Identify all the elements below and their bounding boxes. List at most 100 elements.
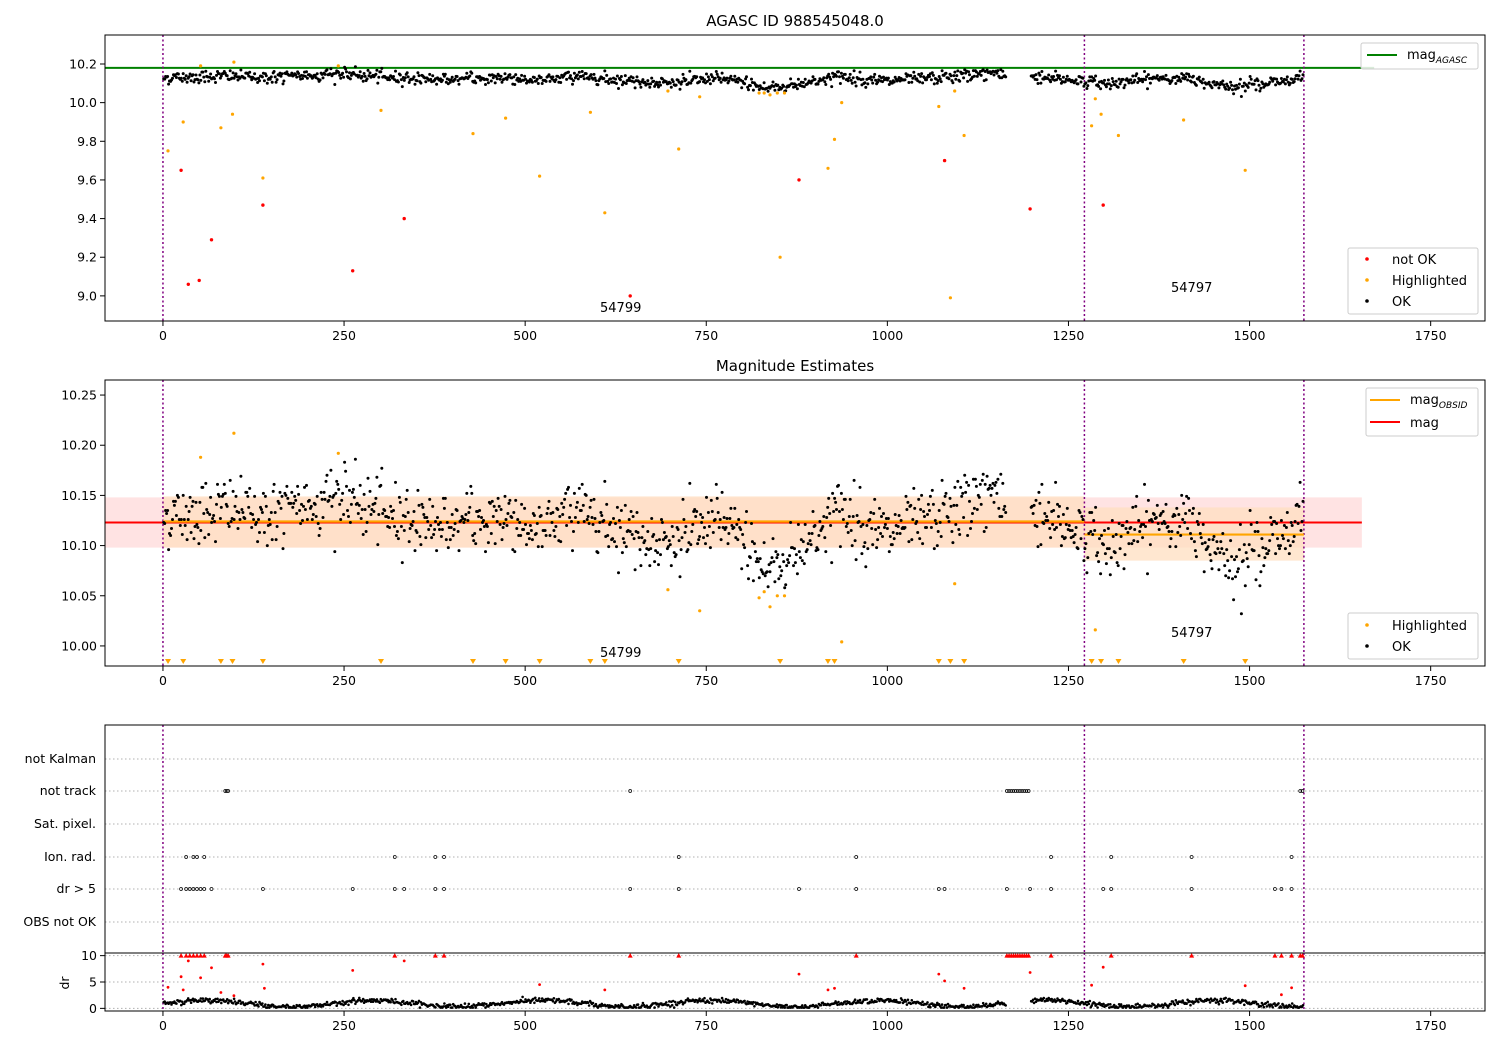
dr-ok-point (669, 1005, 672, 1008)
dr-ok-point (474, 1006, 478, 1009)
ok-point (956, 69, 960, 73)
ok-point (365, 77, 369, 81)
ok-point (272, 70, 276, 73)
ok-point (394, 534, 398, 537)
ok-point (1182, 73, 1186, 77)
ok-point (1260, 537, 1264, 541)
ok-point (1201, 77, 1205, 81)
ok-point (911, 76, 915, 80)
ok-point (282, 79, 286, 83)
ok-point (798, 556, 802, 560)
ok-point (1275, 522, 1279, 525)
ok-point (929, 526, 933, 529)
ok-point (355, 501, 359, 505)
ok-point (912, 70, 916, 74)
ok-point (644, 553, 648, 557)
ok-point (413, 549, 417, 553)
ok-point (285, 70, 289, 74)
x-tick-label: 1500 (1234, 673, 1266, 688)
y-tick-label: 5 (89, 975, 97, 990)
ok-point (340, 498, 344, 502)
dr-ok-point (394, 997, 397, 1001)
ok-point (678, 575, 682, 579)
ok-point (801, 540, 805, 544)
panel1-plot-area: 0 250 500 750 1000 1250 1500 17509.09.29.49.69.… (69, 34, 1486, 343)
ok-point (677, 539, 681, 543)
flag-marker (1024, 789, 1029, 793)
dr-ok-point (419, 1001, 423, 1004)
ok-point (170, 527, 173, 530)
ok-point (194, 73, 198, 77)
ok-point (1185, 494, 1189, 498)
ok-point (232, 518, 236, 521)
dr-clipped-marker (187, 953, 193, 958)
ok-point (464, 513, 468, 516)
dr-ok-point (352, 996, 355, 1000)
ok-point (527, 537, 531, 541)
ok-point (1055, 526, 1058, 529)
flag-marker (1005, 887, 1009, 891)
ok-point (732, 78, 736, 82)
ok-point (666, 545, 670, 549)
ok-point (762, 81, 766, 85)
ok-point (709, 498, 713, 502)
ok-point (757, 576, 761, 580)
ok-point (1193, 549, 1197, 553)
ok-point (938, 521, 942, 524)
ok-point (589, 73, 593, 77)
ok-point (374, 496, 378, 500)
ok-point (906, 500, 910, 504)
ok-point (315, 494, 319, 498)
ok-point (203, 80, 207, 84)
ok-point (1126, 531, 1130, 534)
ok-point (415, 79, 419, 83)
ok-point (571, 549, 574, 553)
ok-point (267, 518, 271, 521)
ok-point (551, 511, 555, 514)
ok-point (337, 487, 341, 491)
ok-point (1031, 512, 1035, 515)
flag-marker (187, 887, 192, 891)
dr-ok-point (207, 1000, 210, 1003)
ok-point (191, 73, 195, 77)
ok-point (1180, 493, 1184, 497)
ok-point (1130, 542, 1134, 546)
highlighted-point (937, 104, 941, 109)
ok-point (737, 518, 741, 521)
ok-point (494, 509, 498, 512)
dr-ok-point (1161, 1006, 1165, 1009)
dr-clipped-marker (225, 953, 231, 958)
ok-point (1055, 78, 1058, 82)
ok-point (803, 523, 807, 526)
ok-point (216, 482, 219, 486)
ok-point (913, 506, 917, 510)
ok-point (1155, 503, 1159, 507)
ok-point (787, 561, 791, 565)
ok-point (1146, 572, 1149, 576)
dr-ok-point (695, 999, 698, 1002)
ok-point (621, 537, 625, 541)
ok-point (1036, 545, 1040, 549)
ok-point (1178, 525, 1182, 528)
x-tick-label: 0 (159, 1018, 167, 1033)
dr-ok-point (1218, 999, 1222, 1003)
ok-point (703, 78, 706, 82)
ok-point (233, 504, 237, 508)
panel1-legend-bottom: not OK Highlighted OK (1347, 247, 1479, 315)
dr-ok-point (752, 1000, 755, 1004)
flag-marker (392, 887, 397, 891)
ok-point (1144, 525, 1147, 528)
dr-ok-point (1127, 1004, 1131, 1007)
dr-ok-point (471, 1006, 475, 1009)
ok-point (910, 538, 914, 542)
ok-point (796, 77, 800, 81)
ok-point (635, 75, 639, 79)
ok-point (684, 525, 688, 528)
ok-point (1106, 527, 1110, 530)
dr-ok-point (1101, 1004, 1104, 1008)
ok-point (574, 505, 578, 509)
y-tick-label: 10.2 (69, 56, 97, 71)
highlighted-point (757, 91, 761, 95)
ok-point (389, 504, 393, 508)
ok-point (393, 78, 396, 82)
